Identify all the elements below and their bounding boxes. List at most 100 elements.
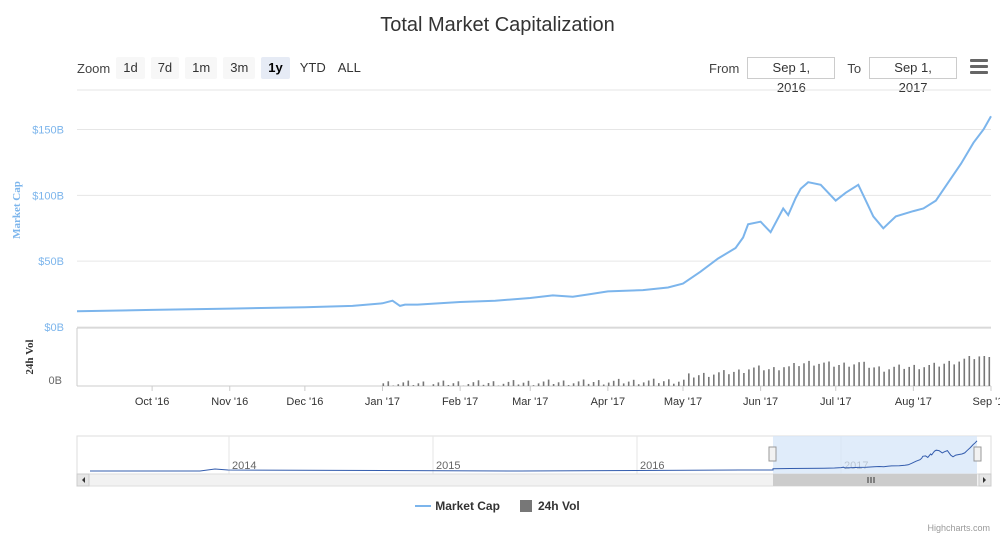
volume-bar [557, 382, 560, 386]
date-range: From Sep 1, 2016 To Sep 1, 2017 [709, 57, 958, 95]
volume-bar [587, 383, 590, 386]
volume-bar [728, 374, 730, 386]
volume-bar [863, 361, 865, 386]
volume-bar [537, 383, 540, 386]
y-tick-label: $0B [44, 322, 64, 334]
volume-bar [838, 365, 840, 386]
volume-bar [823, 362, 825, 386]
volume-bar [457, 381, 460, 386]
volume-bar [793, 363, 795, 386]
volume-bar [858, 362, 860, 386]
volume-bar [753, 367, 755, 386]
zoom-3m-button[interactable]: 3m [223, 57, 256, 79]
volume-bar [828, 361, 830, 386]
volume-bar [668, 379, 670, 386]
zoom-all-button[interactable]: ALL [337, 60, 361, 75]
volume-bar [658, 383, 660, 386]
scrollbar[interactable] [76, 473, 992, 487]
x-tick-label: Dec '16 [286, 396, 323, 408]
volume-bar [432, 384, 435, 386]
box-swatch-icon [519, 500, 532, 512]
y-tick-label: $50B [38, 256, 64, 268]
volume-bar [442, 380, 445, 386]
volume-bar [768, 369, 770, 386]
volume-bar [387, 381, 390, 386]
volume-bar [888, 369, 890, 386]
volume-bar [592, 382, 595, 386]
x-axis-labels: Oct '16 Nov '16 Dec '16 Jan '17 Feb '17 Mar '… [135, 386, 1000, 408]
navigator-right-handle[interactable] [973, 446, 982, 462]
volume-bar [678, 381, 680, 386]
legend-item-volume[interactable]: 24h Vol [519, 499, 580, 513]
x-tick-label: Oct '16 [135, 396, 170, 408]
volume-bar [437, 382, 440, 386]
zoom-1d-button[interactable]: 1d [116, 57, 145, 79]
zoom-7d-button[interactable]: 7d [150, 57, 180, 79]
volume-bar [397, 384, 400, 386]
navigator-selection[interactable] [773, 436, 977, 474]
grid-lines [76, 89, 991, 387]
volume-bar [612, 380, 615, 386]
volume-bar [903, 368, 905, 386]
volume-bar [572, 383, 575, 386]
volume-bar [607, 382, 610, 386]
volume-bar [763, 370, 765, 386]
scrollbar-thumb[interactable] [773, 474, 977, 486]
volume-bar [522, 382, 525, 386]
legend-item-market-cap[interactable]: Market Cap [415, 499, 500, 513]
volume-bar [798, 366, 800, 386]
volume-bar [487, 383, 490, 386]
zoom-ytd-button[interactable]: YTD [299, 60, 326, 75]
volume-bar [958, 361, 960, 386]
volume-bar [923, 367, 925, 386]
volume-bar [693, 377, 695, 386]
to-date-input[interactable]: Sep 1, 2017 [869, 57, 958, 95]
volume-bar [938, 366, 940, 386]
zoom-bar: Zoom 1d 7d 1m 3m 1y YTD ALL [77, 57, 369, 79]
volume-bar [978, 356, 981, 386]
volume-bar [803, 363, 805, 386]
volume-bar [622, 383, 625, 386]
volume-bar [452, 383, 455, 386]
x-tick-label: Jun '17 [743, 396, 778, 408]
volume-bar [542, 381, 545, 386]
menu-icon-line [970, 65, 988, 68]
volume-bar [833, 366, 835, 386]
volume-bar [948, 360, 950, 386]
volume-bar [447, 385, 450, 386]
volume-bar [597, 380, 600, 386]
volume-bar [562, 380, 565, 386]
navigator[interactable]: 2014201520162017 [76, 435, 992, 475]
from-date-input[interactable]: Sep 1, 2016 [747, 57, 836, 95]
volume-bar [893, 366, 895, 386]
volume-bar [928, 365, 930, 386]
zoom-1m-button[interactable]: 1m [185, 57, 218, 79]
volume-bar [627, 381, 630, 386]
volume-bar [738, 369, 740, 386]
menu-icon-line [970, 71, 988, 74]
volume-bar [988, 357, 991, 386]
zoom-label: Zoom [77, 60, 111, 76]
volume-bar [933, 362, 935, 386]
volume-bar [472, 382, 475, 386]
context-menu-button[interactable] [970, 59, 988, 75]
volume-bar [848, 366, 850, 386]
volume-bar [532, 385, 535, 386]
volume-bar [567, 385, 570, 386]
volume-bar [527, 380, 530, 386]
volume-bar [507, 381, 510, 386]
navigator-year-label: 2016 [640, 460, 664, 472]
volume-bar [552, 384, 555, 386]
volume-bar [402, 382, 405, 386]
credits-link[interactable]: Highcharts.com [927, 523, 990, 533]
volume-bar [688, 373, 690, 386]
x-tick-label: Sep '17 [973, 396, 1000, 408]
volume-bar [813, 365, 815, 386]
zoom-1y-button[interactable]: 1y [261, 57, 290, 79]
y-axis-labels: $0B $50B $100B $150B [32, 125, 64, 335]
x-tick-label: Aug '17 [895, 396, 932, 408]
volume-bar [663, 381, 665, 386]
volume-bar [778, 370, 780, 386]
navigator-left-handle[interactable] [768, 446, 777, 462]
